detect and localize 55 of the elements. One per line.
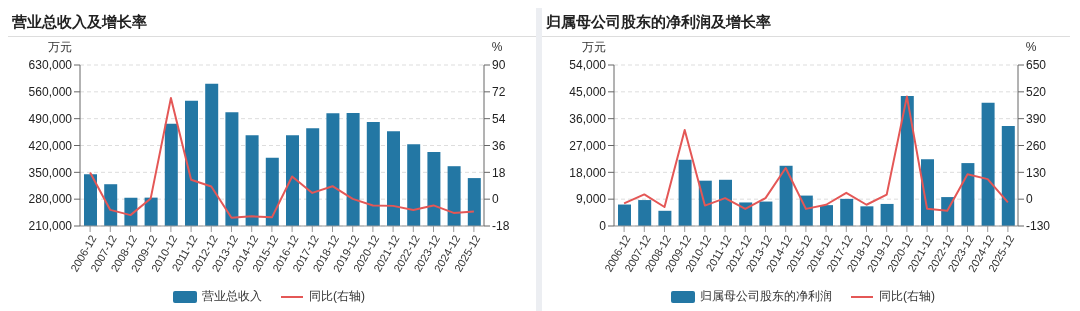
line-series bbox=[89, 97, 475, 219]
bar bbox=[678, 159, 692, 226]
legend-label: 归属母公司股东的净利润 bbox=[699, 288, 832, 305]
legend-label: 同比(右轴) bbox=[878, 288, 935, 305]
y-tick-label: 210,000 bbox=[28, 219, 73, 234]
bar bbox=[880, 203, 894, 226]
y-axis-title: 万元 bbox=[48, 40, 72, 54]
bar bbox=[759, 201, 773, 226]
bar bbox=[618, 204, 631, 226]
y2-tick-label: 0 bbox=[492, 192, 499, 207]
bar bbox=[840, 198, 854, 226]
y-tick-label: 18,000 bbox=[569, 165, 607, 180]
y-tick-label: 420,000 bbox=[28, 138, 73, 153]
y2-tick-label: 0 bbox=[1026, 192, 1033, 207]
bar bbox=[820, 205, 833, 226]
y2-tick-label: 260 bbox=[1026, 138, 1047, 153]
y2-tick-label: 36 bbox=[492, 138, 506, 153]
bar bbox=[860, 206, 874, 226]
legend-label: 同比(右轴) bbox=[308, 288, 365, 305]
y-tick-label: 560,000 bbox=[28, 85, 73, 100]
y2-tick-label: 54 bbox=[492, 111, 506, 126]
bar bbox=[1001, 126, 1015, 226]
y-tick-label: 9,000 bbox=[575, 192, 607, 207]
y-tick-label: 45,000 bbox=[569, 85, 607, 100]
y2-tick-label: 18 bbox=[492, 165, 506, 180]
y2-tick-label: 130 bbox=[1026, 165, 1047, 180]
bar bbox=[658, 210, 672, 226]
y2-axis-title: % bbox=[491, 40, 503, 54]
bar bbox=[638, 200, 652, 226]
bar bbox=[981, 102, 995, 226]
y-tick-label: 36,000 bbox=[569, 111, 607, 126]
line-series bbox=[623, 95, 1009, 212]
y2-tick-label: -18 bbox=[492, 219, 510, 234]
y2-tick-label: 72 bbox=[492, 85, 506, 100]
y2-tick-label: 390 bbox=[1026, 111, 1047, 126]
y2-tick-label: 90 bbox=[492, 58, 506, 73]
bar bbox=[900, 96, 914, 226]
y-tick-label: 350,000 bbox=[28, 165, 73, 180]
chart-title: 归属母公司股东的净利润及增长率 bbox=[542, 8, 1070, 37]
bar bbox=[779, 165, 793, 226]
bar bbox=[719, 179, 732, 226]
y2-axis-title: % bbox=[1025, 40, 1037, 54]
y-tick-label: 280,000 bbox=[28, 192, 73, 207]
y-tick-label: 490,000 bbox=[28, 111, 73, 126]
legend-label: 营业总收入 bbox=[201, 288, 262, 305]
bar bbox=[961, 163, 975, 226]
y-tick-label: 27,000 bbox=[569, 138, 607, 153]
y2-tick-label: -130 bbox=[1026, 219, 1051, 234]
y-tick-label: 54,000 bbox=[569, 58, 607, 73]
y-axis-title: 万元 bbox=[582, 40, 606, 54]
y2-tick-label: 520 bbox=[1026, 85, 1047, 100]
y-tick-label: 630,000 bbox=[28, 58, 73, 73]
y2-tick-label: 650 bbox=[1026, 58, 1047, 73]
chart-title: 营业总收入及增长率 bbox=[8, 8, 536, 37]
y-tick-label: 0 bbox=[599, 219, 607, 234]
